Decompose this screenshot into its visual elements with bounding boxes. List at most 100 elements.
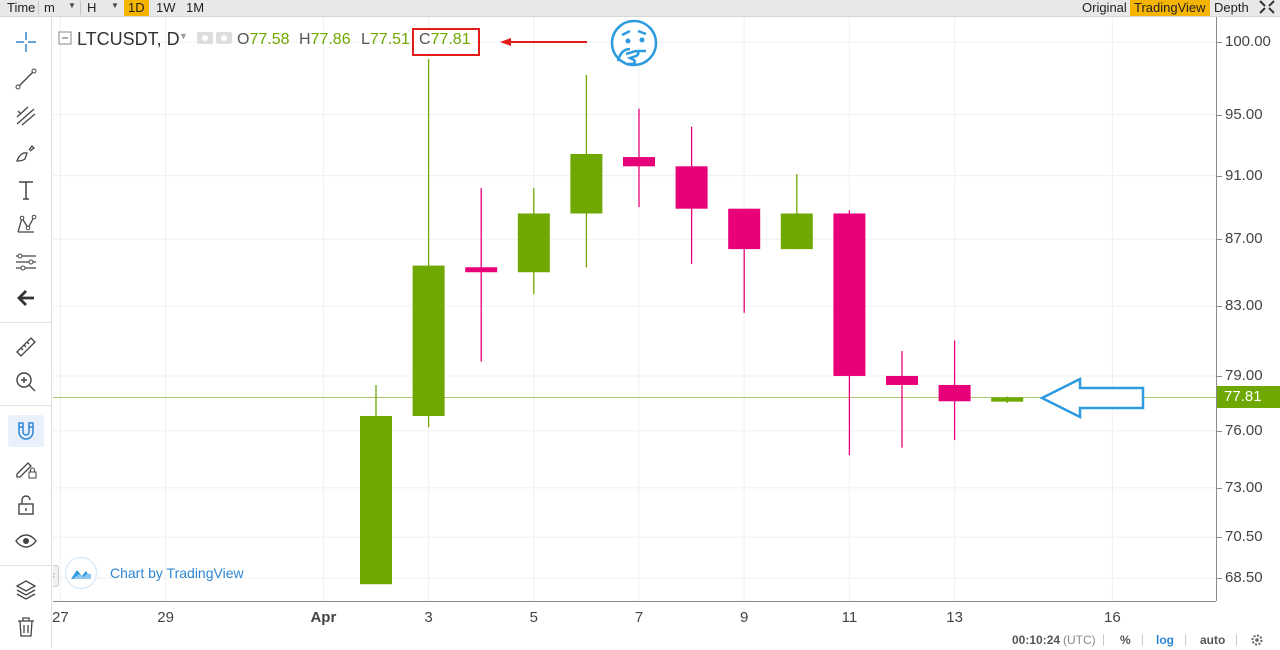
pattern-icon[interactable] (8, 209, 44, 241)
thinking-face-icon (610, 19, 658, 67)
back-arrow-icon[interactable] (8, 282, 44, 314)
brush-icon[interactable] (8, 137, 44, 169)
candle (886, 351, 918, 448)
brand-text[interactable]: Chart by TradingView (110, 565, 244, 581)
month-interval-button[interactable]: 1M (186, 0, 205, 15)
price-tick-mark (1217, 305, 1222, 307)
fibonacci-icon[interactable] (8, 246, 44, 278)
hour-caret-icon[interactable]: ▼ (111, 1, 119, 10)
candle (412, 59, 445, 428)
unlock-icon[interactable] (8, 489, 44, 521)
legend-close: C77.81 (419, 31, 471, 48)
price-tick-label: 100.00 (1225, 33, 1271, 50)
price-tick-mark (1217, 375, 1222, 377)
timezone-label[interactable]: (UTC) (1063, 633, 1096, 647)
divider (0, 405, 52, 406)
pitchfork-icon[interactable] (8, 100, 44, 132)
last-price-label: 77.81 (1217, 386, 1280, 409)
divider (0, 322, 52, 323)
candle-body (728, 208, 761, 250)
eye-icon[interactable] (8, 525, 44, 557)
settings-gear-icon[interactable] (1250, 633, 1264, 650)
collapse-toolbar-handle[interactable]: ‹ (53, 565, 59, 587)
tradingview-logo-icon (65, 557, 97, 589)
price-tick-mark (1217, 175, 1222, 177)
time-button[interactable]: Time (7, 0, 36, 15)
time-tick-label: 5 (529, 609, 538, 626)
symbol-label[interactable]: LTCUSDT, D (77, 29, 180, 49)
price-tick-label: 87.00 (1225, 230, 1263, 248)
divider (80, 1, 81, 15)
week-interval-button[interactable]: 1W (156, 0, 176, 15)
divider (1142, 634, 1143, 646)
candle-body (360, 415, 392, 585)
legend-settings-icon[interactable] (197, 31, 233, 50)
time-axis[interactable]: 27 29 Apr 3 5 7 9 11 13 16 (52, 601, 1216, 631)
legend-low: L77.51 (361, 31, 410, 48)
depth-view-button[interactable]: Depth (1214, 0, 1249, 15)
crosshair-icon[interactable] (8, 26, 44, 58)
candle (360, 384, 392, 585)
trend-line-icon[interactable] (8, 63, 44, 95)
chart-pane[interactable]: LTCUSDT, D ▼ O77.58 H77.86 L77.51 C77.81… (53, 17, 1216, 601)
price-tick-label: 91.00 (1225, 166, 1263, 184)
candle-body (991, 397, 1024, 402)
candle-body (623, 157, 655, 167)
time-tick-label: 27 (52, 609, 69, 626)
candle-body (675, 166, 708, 209)
price-tick-mark (1217, 487, 1222, 489)
divider (0, 565, 52, 566)
zoom-in-icon[interactable] (8, 366, 44, 398)
price-tick-label: 68.50 (1225, 569, 1263, 586)
candle (675, 126, 708, 264)
price-tick-label: 70.50 (1225, 528, 1263, 546)
symbol-caret-icon[interactable]: ▼ (179, 31, 188, 41)
legend-open: O77.58 (237, 31, 290, 48)
price-axis[interactable]: 100.00 95.00 91.00 87.00 83.00 79.00 76.00 73.0… (1216, 17, 1280, 601)
lock-drawing-icon[interactable] (8, 452, 44, 484)
candlestick-chart[interactable] (53, 17, 1216, 601)
price-tick-mark (1217, 114, 1222, 116)
log-scale-button[interactable]: log (1156, 633, 1174, 647)
magnet-icon[interactable] (8, 415, 44, 447)
price-tick-label: 95.00 (1225, 105, 1263, 123)
candle-body (886, 375, 918, 385)
legend-collapse-icon[interactable] (58, 31, 72, 50)
time-tick-label: 29 (157, 609, 174, 626)
hour-interval-button[interactable]: H (87, 0, 97, 15)
price-tick-mark (1217, 578, 1222, 579)
ruler-icon[interactable] (8, 331, 44, 363)
time-tick-label: 3 (424, 609, 433, 626)
candle-body (833, 213, 866, 376)
time-tick-label: 7 (634, 609, 644, 626)
divider (1185, 634, 1186, 646)
time-tick-label: 11 (841, 609, 858, 626)
candle-body (570, 153, 603, 214)
layers-icon[interactable] (8, 574, 44, 606)
price-tick-mark (1217, 239, 1222, 241)
candle (728, 208, 761, 313)
price-tick-mark (1217, 42, 1222, 43)
original-view-button[interactable]: Original (1082, 0, 1127, 15)
candle (465, 188, 498, 362)
blue-arrow-annotation (1039, 376, 1145, 420)
percent-scale-button[interactable]: % (1120, 633, 1131, 647)
minute-caret-icon[interactable]: ▼ (68, 1, 76, 10)
price-tick-label: 73.00 (1225, 478, 1263, 496)
candle (833, 210, 866, 456)
candle-body (938, 384, 971, 402)
minute-interval-button[interactable]: m (44, 0, 55, 15)
day-interval-button[interactable]: 1D (124, 0, 149, 16)
candles (360, 59, 1024, 585)
candle (623, 108, 655, 208)
candle-body (465, 267, 498, 273)
candle-body (517, 213, 550, 273)
tradingview-view-button[interactable]: TradingView (1130, 0, 1210, 16)
candle (991, 396, 1024, 403)
divider (1236, 634, 1237, 646)
divider (38, 1, 39, 15)
trash-icon[interactable] (8, 611, 44, 643)
fullscreen-icon[interactable] (1255, 0, 1279, 16)
text-icon[interactable] (8, 174, 44, 206)
auto-scale-button[interactable]: auto (1200, 633, 1226, 647)
